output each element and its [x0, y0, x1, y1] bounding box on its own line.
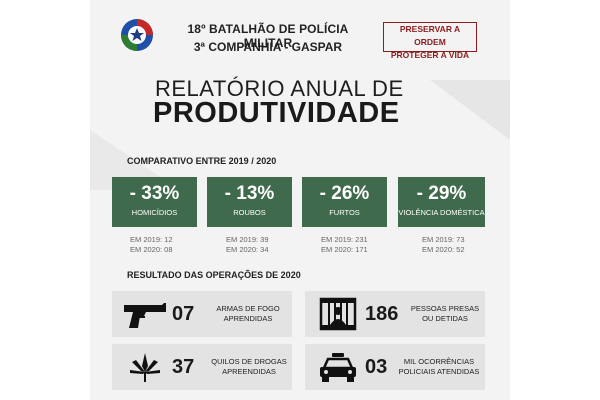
operation-description: QUILOS DE DROGAS APREENDIDAS: [208, 357, 290, 377]
police-car-icon: [320, 353, 356, 382]
report-title-line-1: RELATÓRIO ANUAL DE: [155, 76, 404, 101]
value-2020: EM 2020: 171: [321, 245, 368, 254]
stat-yearly-values: EM 2019: 231 EM 2020: 171: [321, 235, 368, 255]
value-2020: EM 2020: 08: [130, 245, 173, 254]
stat-percent: - 33%: [129, 183, 180, 204]
operation-card-presos: 186 PESSOAS PRESAS OU DETIDAS: [305, 291, 485, 337]
operation-card-armas: 07 ARMAS DE FOGO APRENDIDAS: [112, 291, 292, 337]
operation-line-1: QUILOS DE DROGAS: [211, 357, 287, 366]
operations-heading: RESULTADO DAS OPERAÇÕES DE 2020: [127, 270, 301, 280]
cannabis-leaf-icon: [130, 353, 160, 382]
operation-description: ARMAS DE FOGO APRENDIDAS: [208, 304, 288, 324]
operation-description: MIL OCORRÊNCIAS POLICIAIS ATENDIDAS: [395, 357, 483, 377]
jail-icon: [319, 297, 357, 331]
value-2020: EM 2020: 52: [422, 245, 465, 254]
stat-yearly-values: EM 2019: 73 EM 2020: 52: [422, 235, 465, 255]
stat-card-violencia-domestica: - 29% VIOLÊNCIA DOMÉSTICA: [398, 177, 485, 227]
value-2019: EM 2019: 73: [422, 235, 465, 244]
operation-line-2: POLICIAIS ATENDIDAS: [398, 367, 480, 376]
value-2019: EM 2019: 231: [321, 235, 368, 244]
stat-label: HOMICÍDIOS: [131, 208, 178, 217]
operation-line-2: OU DETIDAS: [422, 314, 468, 323]
background-shape: [430, 80, 510, 170]
operation-number: 07: [172, 303, 195, 325]
right-margin: [510, 0, 600, 400]
operation-number: 37: [172, 356, 195, 378]
slogan-box: PRESERVAR A ORDEM PROTEGER A VIDA: [383, 22, 477, 60]
stat-yearly-values: EM 2019: 12 EM 2020: 08: [130, 235, 173, 255]
stat-yearly-values: EM 2019: 39 EM 2020: 34: [226, 235, 269, 255]
company-name: 3ª COMPANHIA - GASPAR: [193, 40, 343, 54]
slogan-line-1: PRESERVAR A ORDEM: [399, 24, 461, 47]
stat-label: FURTOS: [329, 208, 360, 217]
value-2019: EM 2019: 39: [226, 235, 269, 244]
comparison-heading: COMPARATIVO ENTRE 2019 / 2020: [127, 156, 277, 166]
stat-percent: - 13%: [224, 183, 275, 204]
operation-line-2: APRENDIDAS: [223, 314, 273, 323]
operation-line-1: PESSOAS PRESAS: [410, 304, 480, 313]
battalion-name: 18º BATALHÃO DE POLÍCIA MILITAR: [187, 22, 349, 50]
operation-card-drogas: 37 QUILOS DE DROGAS APREENDIDAS: [112, 344, 292, 390]
stat-label: VIOLÊNCIA DOMÉSTICA: [398, 208, 485, 217]
value-2020: EM 2020: 34: [226, 245, 269, 254]
police-emblem-icon: [121, 19, 153, 51]
stat-percent: - 29%: [416, 183, 467, 204]
pistol-icon: [124, 303, 166, 328]
stat-card-furtos: - 26% FURTOS: [302, 177, 387, 227]
value-2019: EM 2019: 12: [130, 235, 173, 244]
operation-line-2: APREENDIDAS: [222, 367, 276, 376]
slogan-line-2: PROTEGER A VIDA: [390, 50, 470, 60]
stat-percent: - 26%: [319, 183, 370, 204]
left-margin: [0, 0, 90, 400]
background-shape: [90, 110, 180, 190]
stat-card-homicidios: - 33% HOMICÍDIOS: [112, 177, 197, 227]
stat-label: ROUBOS: [233, 208, 266, 217]
operation-number: 186: [365, 303, 399, 325]
operation-number: 03: [365, 356, 388, 378]
operation-line-1: MIL OCORRÊNCIAS: [403, 357, 475, 366]
report-title-line-2: PRODUTIVIDADE: [153, 97, 400, 129]
operation-description: PESSOAS PRESAS OU DETIDAS: [407, 304, 483, 324]
operation-card-ocorrencias: 03 MIL OCORRÊNCIAS POLICIAIS ATENDIDAS: [305, 344, 485, 390]
operation-line-1: ARMAS DE FOGO: [216, 304, 280, 313]
stat-card-roubos: - 13% ROUBOS: [207, 177, 292, 227]
